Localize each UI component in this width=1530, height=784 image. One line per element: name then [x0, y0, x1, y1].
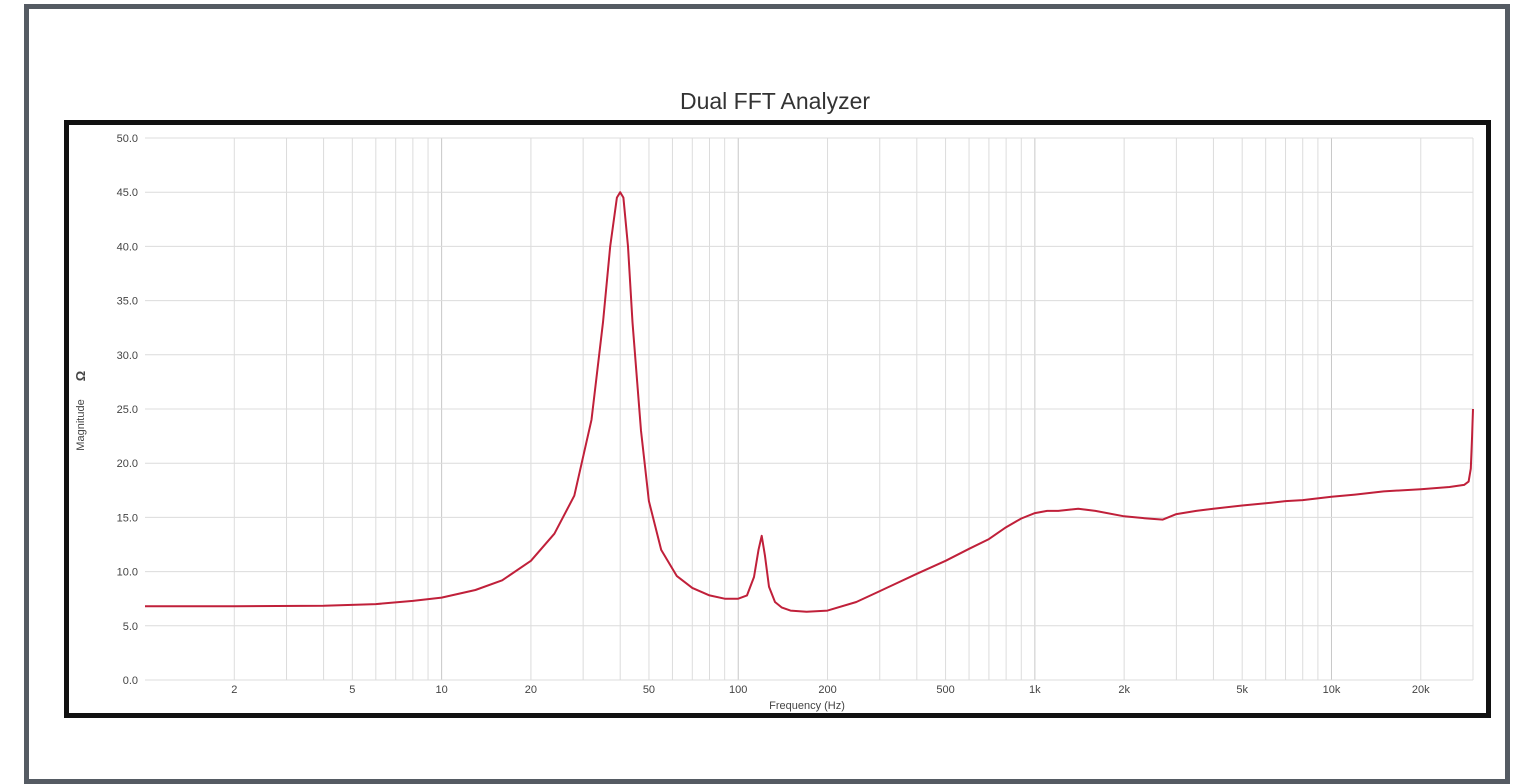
- y-tick-label: 25.0: [117, 404, 138, 416]
- x-tick-label: 10: [435, 684, 447, 696]
- grid-lines: [145, 137, 1474, 681]
- y-tick-label: 50.0: [117, 133, 138, 145]
- x-tick-label: 2: [231, 684, 237, 696]
- y-tick-label: 5.0: [123, 621, 138, 633]
- y-tick-labels: 0.0 5.0 10.0 15.0 20.0 25.0 30.0 35.0 40.0 45.0 50…: [117, 133, 138, 687]
- y-axis-unit: Ω: [73, 371, 88, 381]
- y-axis-label-group: Magnitude Ω: [73, 371, 88, 451]
- x-tick-label: 200: [818, 684, 836, 696]
- x-tick-label: 2k: [1118, 684, 1130, 696]
- series-group: [145, 191, 1474, 613]
- y-tick-label: 45.0: [117, 187, 138, 199]
- y-tick-label: 15.0: [117, 512, 138, 524]
- x-tick-label: 5: [349, 684, 355, 696]
- x-tick-label: 10k: [1323, 684, 1341, 696]
- chart-title: Dual FFT Analyzer: [679, 88, 871, 114]
- x-tick-label: 20k: [1412, 684, 1430, 696]
- y-tick-label: 40.0: [117, 241, 138, 253]
- y-tick-label: 20.0: [117, 458, 138, 470]
- x-tick-label: 5k: [1236, 684, 1248, 696]
- x-tick-label: 20: [525, 684, 537, 696]
- x-tick-label: 100: [729, 684, 747, 696]
- x-tick-label: 500: [936, 684, 954, 696]
- series-line: [145, 191, 1474, 613]
- y-tick-label: 10.0: [117, 567, 138, 579]
- chart-area: [64, 120, 1491, 718]
- y-tick-label: 35.0: [117, 296, 138, 308]
- x-tick-label: 50: [643, 684, 655, 696]
- x-tick-labels: 2 5 10 20 50 100 200 500 1k 2k 5k 10k 20k: [231, 684, 1430, 696]
- y-axis-label: Magnitude: [75, 399, 87, 450]
- x-axis-label: Frequency (Hz): [769, 700, 845, 712]
- y-tick-label: 30.0: [117, 350, 138, 362]
- y-tick-label: 0.0: [123, 675, 138, 687]
- x-tick-label: 1k: [1029, 684, 1041, 696]
